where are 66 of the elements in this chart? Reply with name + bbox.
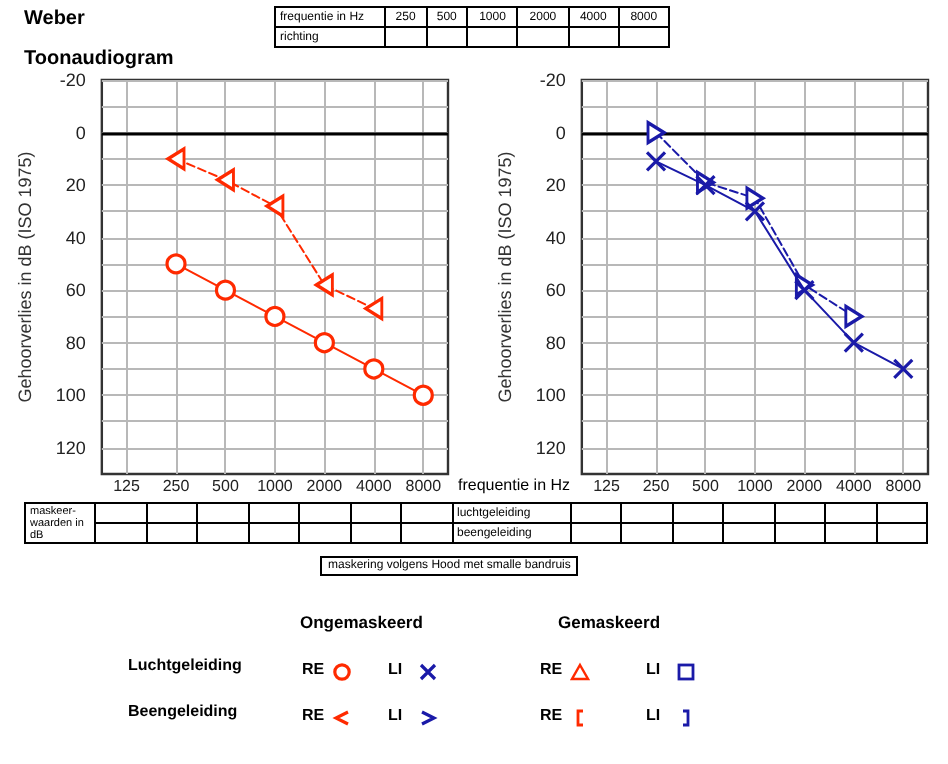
point [214, 279, 237, 301]
text: Luchtgeleiding [128, 656, 242, 674]
point [313, 332, 335, 354]
x-tick-label: 125 [593, 477, 621, 495]
point [892, 358, 914, 380]
text: LI [388, 706, 403, 724]
point [165, 253, 187, 275]
x-tick-label: 125 [113, 477, 141, 495]
point [645, 150, 667, 173]
point [215, 168, 236, 192]
text: RE [302, 706, 325, 724]
text: Gemaskeerd [558, 612, 661, 632]
point [793, 279, 815, 301]
point [646, 120, 666, 145]
x-tick-label: 500 [692, 477, 720, 495]
y-tick-label: 0 [75, 122, 86, 143]
x-tick-label: 2000 [786, 477, 824, 495]
text: RE [302, 660, 325, 678]
point [744, 200, 766, 222]
y-tick-label: 100 [535, 385, 566, 406]
y-tick-label: 120 [55, 437, 86, 458]
x-axis-title: frequentie in Hz [458, 476, 571, 494]
point [412, 384, 434, 406]
x-tick-label: 500 [212, 477, 240, 495]
point [166, 147, 186, 171]
y-tick-label: 40 [65, 227, 86, 248]
chart-title: Toonaudiogram [24, 48, 174, 70]
text: RE [540, 706, 563, 724]
text: Ongemaskeerd [300, 612, 423, 632]
y-tick-label: 20 [545, 175, 566, 196]
text: LI [388, 660, 403, 678]
point [745, 186, 765, 210]
text: LI [646, 706, 661, 724]
x-tick-label: 2000 [306, 477, 344, 495]
x-tick-label: 1000 [257, 477, 294, 495]
y-tick-label: 60 [545, 280, 566, 301]
x-tick-label: 1000 [737, 477, 774, 495]
y-tick-label: 80 [65, 332, 86, 353]
y-tick-label: 120 [535, 437, 566, 458]
y-tick-label: 20 [65, 175, 86, 196]
x-tick-label: 8000 [885, 477, 923, 495]
x-tick-label: 8000 [405, 477, 443, 495]
y-tick-label: 60 [65, 280, 86, 301]
y-tick-label: -20 [59, 70, 86, 90]
point [265, 194, 285, 218]
point [264, 305, 286, 327]
point [843, 332, 865, 354]
x-tick-label: 4000 [836, 477, 873, 495]
y-tick-label: 100 [55, 385, 86, 406]
y-axis-title: Gehoorverlies in dB (ISO 1975) [495, 151, 515, 403]
y-tick-label: 40 [545, 227, 566, 248]
y-tick-label: -20 [539, 70, 566, 90]
text: Weber [24, 8, 85, 30]
text: Beengeleiding [128, 702, 238, 720]
y-tick-label: 80 [545, 332, 566, 353]
point [844, 304, 864, 328]
y-axis-title: Gehoorverlies in dB (ISO 1975) [15, 151, 35, 403]
x-tick-label: 4000 [356, 477, 393, 495]
point [314, 273, 334, 297]
point [363, 358, 385, 380]
x-tick-label: 250 [162, 477, 191, 495]
y-tick-label: 0 [555, 122, 566, 143]
text: LI [646, 660, 661, 678]
point [364, 296, 384, 321]
x-tick-label: 250 [642, 477, 671, 495]
text: RE [540, 660, 563, 678]
